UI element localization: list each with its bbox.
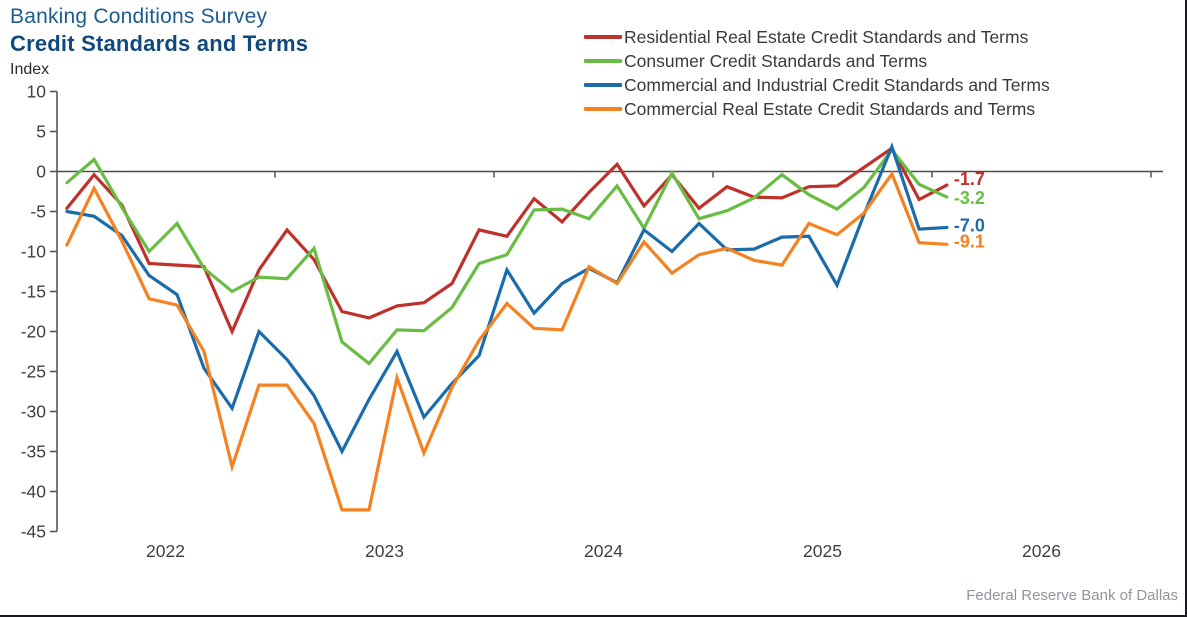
legend-swatch-commercial-and-industrial — [584, 83, 622, 87]
y-axis-tick-label: -40 — [21, 482, 47, 502]
x-axis-year-label: 2024 — [584, 541, 623, 561]
chart-title: Credit Standards and Terms — [10, 31, 309, 56]
legend-item-residential-real-estate: Residential Real Estate Credit Standards… — [584, 25, 1050, 49]
legend-swatch-residential-real-estate — [584, 35, 622, 39]
source-attribution: Federal Reserve Bank of Dallas — [966, 587, 1178, 604]
legend-item-commercial-and-industrial: Commercial and Industrial Credit Standar… — [584, 73, 1050, 97]
y-axis-tick-label: 0 — [36, 162, 46, 182]
y-axis-tick-label: -35 — [21, 442, 46, 462]
legend: Residential Real Estate Credit Standards… — [584, 25, 1050, 121]
y-axis-tick-label: -10 — [21, 242, 47, 262]
x-axis-year-label: 2025 — [803, 541, 842, 561]
x-axis-year-label: 2023 — [365, 541, 404, 561]
chart-suptitle: Banking Conditions Survey — [10, 5, 268, 28]
series-line-commercial-and-industrial — [65, 142, 949, 456]
legend-item-consumer: Consumer Credit Standards and Terms — [584, 49, 1050, 73]
legend-label: Residential Real Estate Credit Standards… — [624, 26, 1029, 47]
series-end-label-residential-real-estate: -1.7 — [954, 169, 985, 189]
y-axis-tick-label: -25 — [21, 362, 46, 382]
x-axis-year-label: 2022 — [146, 541, 185, 561]
legend-item-commercial-real-estate: Commercial Real Estate Credit Standards … — [584, 97, 1050, 121]
legend-label: Consumer Credit Standards and Terms — [624, 50, 928, 71]
y-axis-tick-label: 10 — [27, 82, 47, 102]
legend-swatch-commercial-real-estate — [584, 107, 622, 111]
legend-swatch-consumer — [584, 59, 622, 63]
legend-label: Commercial and Industrial Credit Standar… — [624, 74, 1050, 95]
y-axis-tick-label: -5 — [30, 202, 46, 222]
y-axis-tick-label: -15 — [21, 282, 46, 302]
series-end-label-commercial-and-industrial: -7.0 — [954, 216, 985, 236]
x-axis-year-label: 2026 — [1022, 541, 1061, 561]
y-axis-tick-label: 5 — [36, 122, 46, 142]
series-line-residential-real-estate — [65, 145, 949, 336]
y-axis-tick-label: -20 — [21, 322, 47, 342]
y-axis-tick-label: -30 — [21, 402, 47, 422]
series-end-label-commercial-real-estate: -9.1 — [954, 231, 985, 251]
series-end-label-consumer: -3.2 — [954, 188, 985, 208]
legend-label: Commercial Real Estate Credit Standards … — [624, 98, 1036, 119]
series-line-consumer — [65, 147, 949, 366]
y-axis-tick-label: -45 — [21, 522, 46, 542]
y-axis-unit-label: Index — [10, 61, 50, 78]
series-line-commercial-real-estate — [65, 170, 949, 512]
